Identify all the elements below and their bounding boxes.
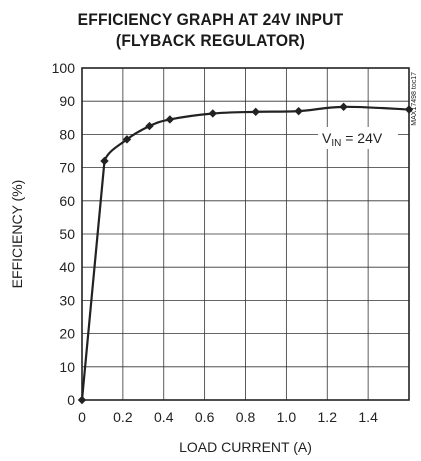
data-point: [100, 156, 109, 166]
data-point: [339, 102, 348, 112]
data-point: [122, 135, 132, 144]
x-axis-label: LOAD CURRENT (A): [179, 439, 312, 455]
x-tick-label: 0.6: [195, 409, 215, 425]
x-tick-label: 0.2: [113, 409, 133, 425]
figure-id-watermark: MAX17498 toc17: [411, 72, 418, 126]
data-point: [77, 395, 87, 405]
y-tick-label: 40: [59, 259, 75, 275]
y-tick-label: 50: [59, 226, 75, 242]
y-tick-label: 70: [59, 160, 75, 176]
data-point: [294, 106, 303, 116]
y-axis-label: EFFICIENCY (%): [9, 180, 25, 289]
plot-frame: [81, 67, 410, 401]
data-point: [208, 109, 217, 118]
x-tick-label: 1.0: [277, 409, 297, 425]
y-tick-label: 10: [59, 359, 75, 375]
y-tick-label: 100: [52, 60, 76, 76]
x-tick-label: 0: [78, 409, 86, 425]
vin-annotation-main: V: [322, 130, 332, 146]
data-point: [165, 115, 175, 124]
y-tick-label: 0: [67, 392, 75, 408]
y-tick-labels: 0 10 20 30 40 50 60 70 80 90 100: [52, 60, 76, 408]
x-tick-labels: 0 0.2 0.4 0.6 0.8 1.0 1.2 1.4: [78, 409, 378, 425]
data-point: [145, 121, 154, 131]
data-point: [251, 107, 260, 117]
x-tick-label: 0.8: [236, 409, 256, 425]
y-tick-label: 30: [59, 292, 75, 308]
annotation-background: [318, 127, 398, 149]
x-tick-label: 0.4: [154, 409, 174, 425]
vin-annotation: VIN = 24V: [322, 130, 383, 149]
grid-lines: [82, 68, 409, 400]
y-tick-label: 20: [59, 326, 75, 342]
vin-annotation-subscript: IN: [331, 138, 341, 149]
y-tick-label: 90: [59, 93, 75, 109]
vin-annotation-value: = 24V: [341, 130, 383, 146]
chart-title-line2: (FLYBACK REGULATOR): [115, 31, 306, 50]
chart-title-line1: EFFICIENCY GRAPH AT 24V INPUT: [77, 10, 344, 29]
x-tick-label: 1.2: [318, 409, 338, 425]
data-point: [404, 105, 414, 114]
y-tick-label: 60: [59, 193, 75, 209]
x-tick-label: 1.4: [358, 409, 378, 425]
data-points: [77, 102, 414, 405]
y-tick-label: 80: [59, 126, 75, 142]
